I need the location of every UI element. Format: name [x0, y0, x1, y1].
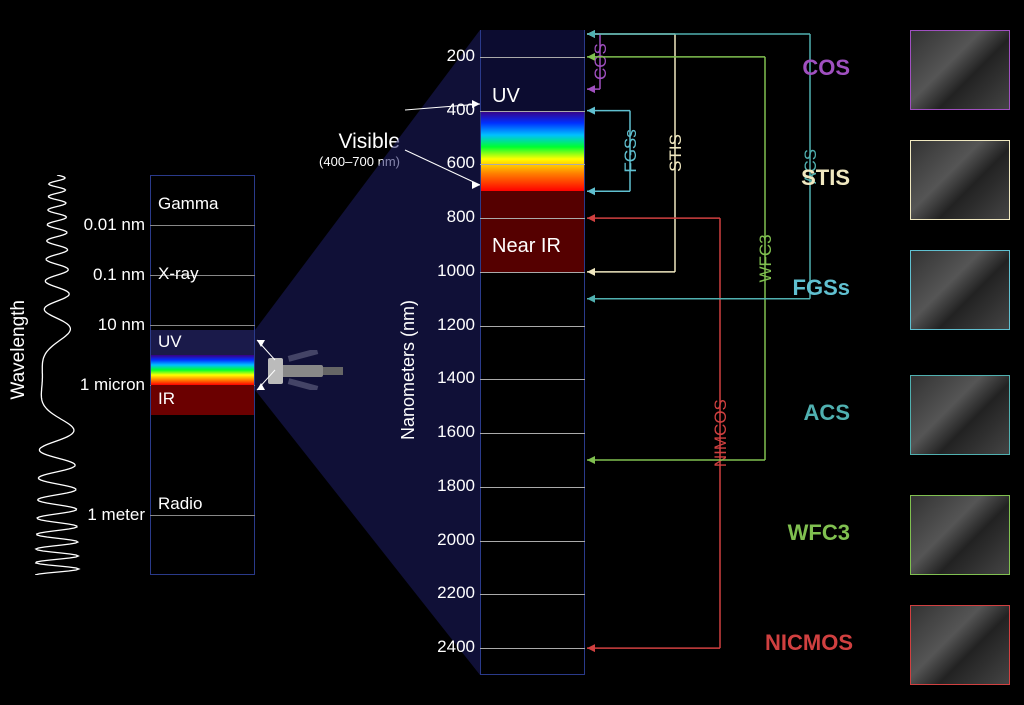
nm-tick-line [480, 433, 585, 434]
nm-region-label: Near IR [492, 235, 561, 258]
instrument-bracket: COS [587, 30, 610, 93]
nm-tick-line [480, 487, 585, 488]
em-tick-label: 10 nm [70, 315, 145, 335]
em-tick-label: 1 meter [70, 505, 145, 525]
nm-tick-line [480, 648, 585, 649]
nm-tick-label: 600 [425, 153, 475, 173]
nm-tick-line [480, 57, 585, 58]
nm-tick-label: 2000 [425, 530, 475, 550]
em-tick-line [150, 225, 255, 226]
nm-tick-label: 1600 [425, 422, 475, 442]
nm-tick-label: 200 [425, 46, 475, 66]
instrument-bracket: FGSs [587, 107, 640, 196]
instrument-label: WFC3 [765, 520, 850, 546]
nm-region-label: UV [492, 85, 520, 108]
instrument-bracket-label: STIS [666, 134, 685, 172]
nm-tick-line [480, 164, 585, 165]
em-tick-label: 0.1 nm [70, 265, 145, 285]
em-tick-label: 0.01 nm [70, 215, 145, 235]
nm-tick-label: 1800 [425, 476, 475, 496]
em-band-label: UV [158, 332, 182, 352]
nm-tick-label: 1200 [425, 315, 475, 335]
nm-region [481, 191, 584, 272]
nm-tick-line [480, 218, 585, 219]
nm-tick-label: 2400 [425, 637, 475, 657]
nm-tick-line [480, 111, 585, 112]
em-band-label: Gamma [158, 194, 218, 214]
nm-tick-label: 2200 [425, 583, 475, 603]
instrument-bracket-label: COS [591, 43, 610, 80]
nm-tick-label: 400 [425, 100, 475, 120]
instrument-label: COS [765, 55, 850, 81]
nm-tick-line [480, 594, 585, 595]
instrument-thumbnail [910, 605, 1010, 685]
instrument-label: FGSs [765, 275, 850, 301]
instrument-bracket-label: FGSs [621, 129, 640, 172]
instrument-label: NICMOS [765, 630, 850, 656]
instrument-label: ACS [765, 400, 850, 426]
em-tick-label: 1 micron [70, 375, 145, 395]
em-band [151, 355, 254, 385]
em-tick-line [150, 325, 255, 326]
instrument-bracket: NIMCOS [587, 214, 730, 652]
nm-tick-line [480, 272, 585, 273]
nm-region [481, 111, 584, 192]
nm-tick-label: 1400 [425, 368, 475, 388]
nm-tick-label: 1000 [425, 261, 475, 281]
nm-tick-line [480, 541, 585, 542]
instrument-thumbnail [910, 375, 1010, 455]
instrument-label: STIS [765, 165, 850, 191]
em-band-label: X-ray [158, 264, 199, 284]
instrument-thumbnail [910, 250, 1010, 330]
instrument-thumbnail [910, 30, 1010, 110]
instrument-bracket-label: NIMCOS [711, 399, 730, 467]
instrument-bracket: WFC3 [587, 53, 775, 464]
nm-tick-line [480, 379, 585, 380]
em-band-label: IR [158, 389, 175, 409]
instrument-thumbnail [910, 140, 1010, 220]
nm-tick-line [480, 326, 585, 327]
nm-tick-label: 800 [425, 207, 475, 227]
instrument-thumbnail [910, 495, 1010, 575]
em-band-label: Radio [158, 494, 202, 514]
